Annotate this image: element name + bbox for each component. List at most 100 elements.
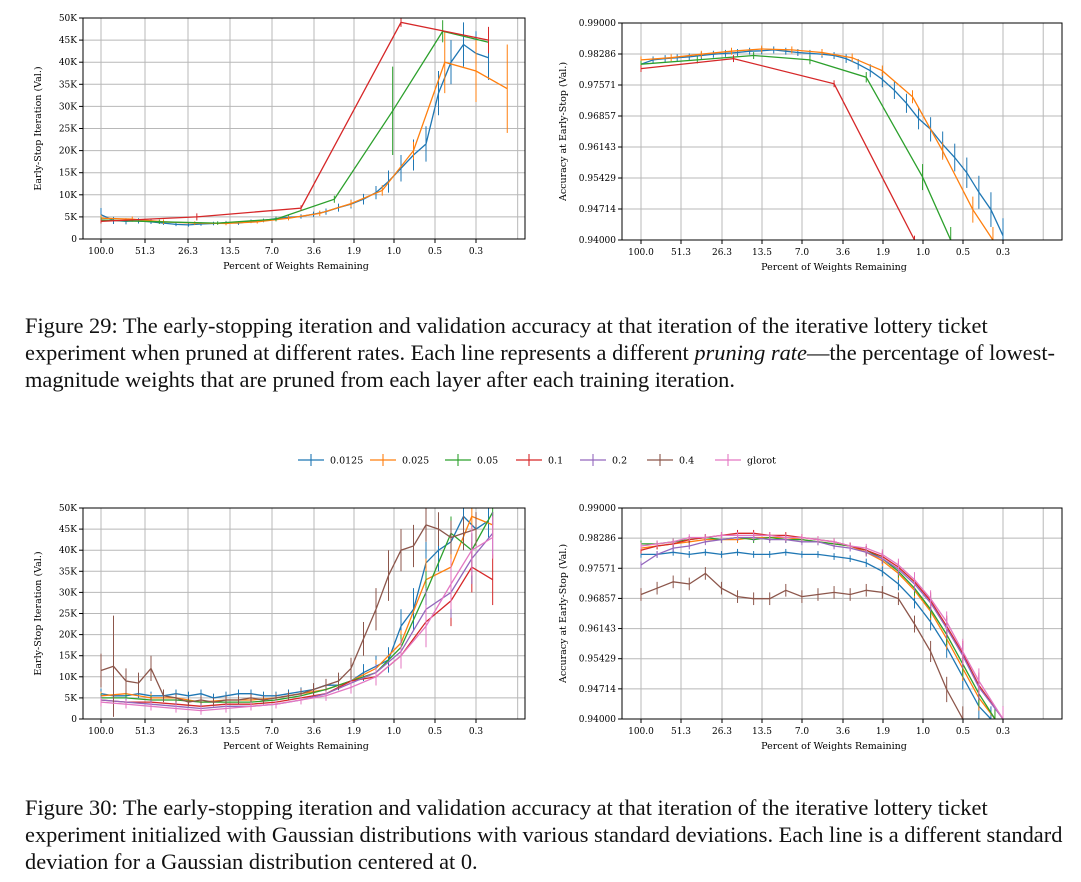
legend-item-0.025: 0.025 — [370, 454, 429, 467]
x-tick-label: 1.0 — [916, 248, 931, 258]
y-tick-label: 0.97571 — [579, 564, 616, 574]
x-tick-label: 0.3 — [469, 247, 484, 257]
series-line — [100, 21, 489, 222]
legend-label: 0.4 — [679, 456, 694, 467]
series-glorot — [640, 532, 1004, 720]
y-tick-label: 50K — [59, 14, 77, 24]
x-tick-label: 51.3 — [671, 248, 691, 258]
series-line — [100, 532, 494, 710]
y-tick-label: 0.96857 — [579, 112, 616, 122]
x-axis-label: Percent of Weights Remaining — [761, 262, 907, 273]
x-tick-label: 3.6 — [836, 727, 851, 737]
legend-graphic: 0.0125 0.025 0.05 0.1 0.2 0.4 glorot — [298, 454, 776, 467]
chart-fig29-iter: 100.0 51.3 26.3 13.5 7.0 3.6 1.9 1.0 0.5 0.3 0 5K 10… — [33, 14, 526, 272]
series-line — [640, 534, 1004, 720]
series-line — [640, 54, 952, 241]
x-tick-label: 0.5 — [428, 247, 443, 257]
series-0.05 — [100, 20, 489, 225]
y-tick-label: 40K — [59, 58, 77, 68]
series-0.05 — [640, 534, 996, 720]
y-tick-label: 5K — [65, 694, 78, 704]
series-0.1 — [640, 55, 916, 241]
y-tick-label: 0.97571 — [579, 81, 616, 91]
legend-label: 0.025 — [402, 456, 429, 467]
series-line — [640, 49, 1004, 236]
figure-30-caption: Figure 30: The early-stopping iteration … — [25, 794, 1070, 875]
x-tick-label: 1.0 — [387, 247, 402, 257]
y-tick-label: 0.94000 — [579, 715, 616, 725]
x-axis-label: Percent of Weights Remaining — [223, 741, 369, 752]
series-0.025 — [640, 45, 994, 241]
legend-label: 0.1 — [548, 456, 563, 467]
x-tick-label: 26.3 — [178, 247, 198, 257]
x-tick-label: 51.3 — [671, 727, 691, 737]
x-tick-label: 1.9 — [347, 727, 362, 737]
legend-item-0.05: 0.05 — [445, 454, 498, 467]
legend-item-glorot: glorot — [715, 454, 776, 467]
series-0.0125 — [640, 46, 1004, 240]
chart-fig30-iter: 100.0 51.3 26.3 13.5 7.0 3.6 1.9 1.0 0.5 0.3 0 5K 10… — [33, 504, 526, 752]
series-line — [100, 515, 493, 703]
x-tick-label: 1.9 — [876, 248, 891, 258]
y-axis-label: Accuracy at Early-Stop (Val.) — [558, 62, 569, 202]
y-tick-label: 0 — [71, 235, 77, 245]
y-axis-label: Early-Stop Iteration (Val.) — [33, 66, 44, 190]
x-tick-label: 3.6 — [836, 248, 851, 258]
x-tick-label: 100.0 — [88, 727, 114, 737]
x-tick-label: 13.5 — [752, 248, 772, 258]
x-tick-label: 7.0 — [265, 247, 280, 257]
y-tick-label: 0.96857 — [579, 594, 616, 604]
series-0.0125 — [100, 508, 489, 703]
chart-fig29-acc: 100.0 51.3 26.3 13.5 7.0 3.6 1.9 1.0 0.5 0.3 0.940… — [558, 19, 1063, 273]
y-tick-label: 0.95429 — [579, 174, 616, 184]
x-tick-label: 1.0 — [916, 727, 931, 737]
y-tick-label: 35K — [59, 567, 77, 577]
series-line — [100, 566, 494, 707]
axes-frame — [621, 507, 1063, 720]
x-axis-label: Percent of Weights Remaining — [223, 261, 369, 272]
x-tick-label: 1.9 — [347, 247, 362, 257]
x-tick-label: 0.5 — [956, 727, 971, 737]
series-line — [101, 511, 494, 703]
series-line — [640, 57, 916, 241]
legend-label: 0.0125 — [330, 456, 363, 467]
x-tick-label: 0.3 — [996, 727, 1011, 737]
legend-item-0.0125: 0.0125 — [298, 454, 363, 467]
y-tick-label: 0.94714 — [579, 205, 616, 215]
legend-label: 0.05 — [477, 456, 498, 467]
x-tick-label: 0.5 — [428, 727, 443, 737]
y-tick-label: 50K — [59, 504, 77, 514]
y-tick-label: 15K — [59, 169, 77, 179]
y-tick-label: 30K — [59, 102, 77, 112]
y-tick-label: 25K — [59, 610, 77, 620]
y-tick-label: 20K — [59, 631, 77, 641]
series-0.0125 — [640, 548, 992, 720]
x-tick-label: 0.3 — [469, 727, 484, 737]
x-axis-label: Percent of Weights Remaining — [761, 741, 907, 752]
x-tick-label: 0.3 — [996, 248, 1011, 258]
y-tick-label: 0.98286 — [579, 50, 616, 60]
x-tick-label: 7.0 — [265, 727, 280, 737]
series-line — [100, 515, 489, 699]
legend-label: glorot — [747, 456, 776, 467]
x-tick-label: 7.0 — [795, 248, 810, 258]
x-tick-label: 0.5 — [956, 248, 971, 258]
y-tick-label: 0.99000 — [579, 19, 616, 29]
series-line — [100, 536, 494, 712]
x-tick-label: 13.5 — [752, 727, 772, 737]
series-0.05 — [640, 52, 952, 241]
y-tick-label: 10K — [59, 191, 77, 201]
x-tick-label: 1.9 — [876, 727, 891, 737]
y-tick-label: 30K — [59, 588, 77, 598]
y-tick-label: 0.96143 — [579, 625, 616, 635]
x-tick-label: 26.3 — [712, 248, 732, 258]
x-tick-label: 100.0 — [88, 247, 114, 257]
y-tick-label: 0.95429 — [579, 655, 616, 665]
x-tick-label: 7.0 — [795, 727, 810, 737]
y-tick-label: 0.94714 — [579, 685, 616, 695]
y-tick-label: 10K — [59, 673, 77, 683]
y-tick-label: 0.94000 — [579, 236, 616, 246]
x-tick-label: 13.5 — [220, 727, 240, 737]
y-tick-label: 0.99000 — [579, 504, 616, 514]
x-tick-label: 51.3 — [135, 247, 155, 257]
